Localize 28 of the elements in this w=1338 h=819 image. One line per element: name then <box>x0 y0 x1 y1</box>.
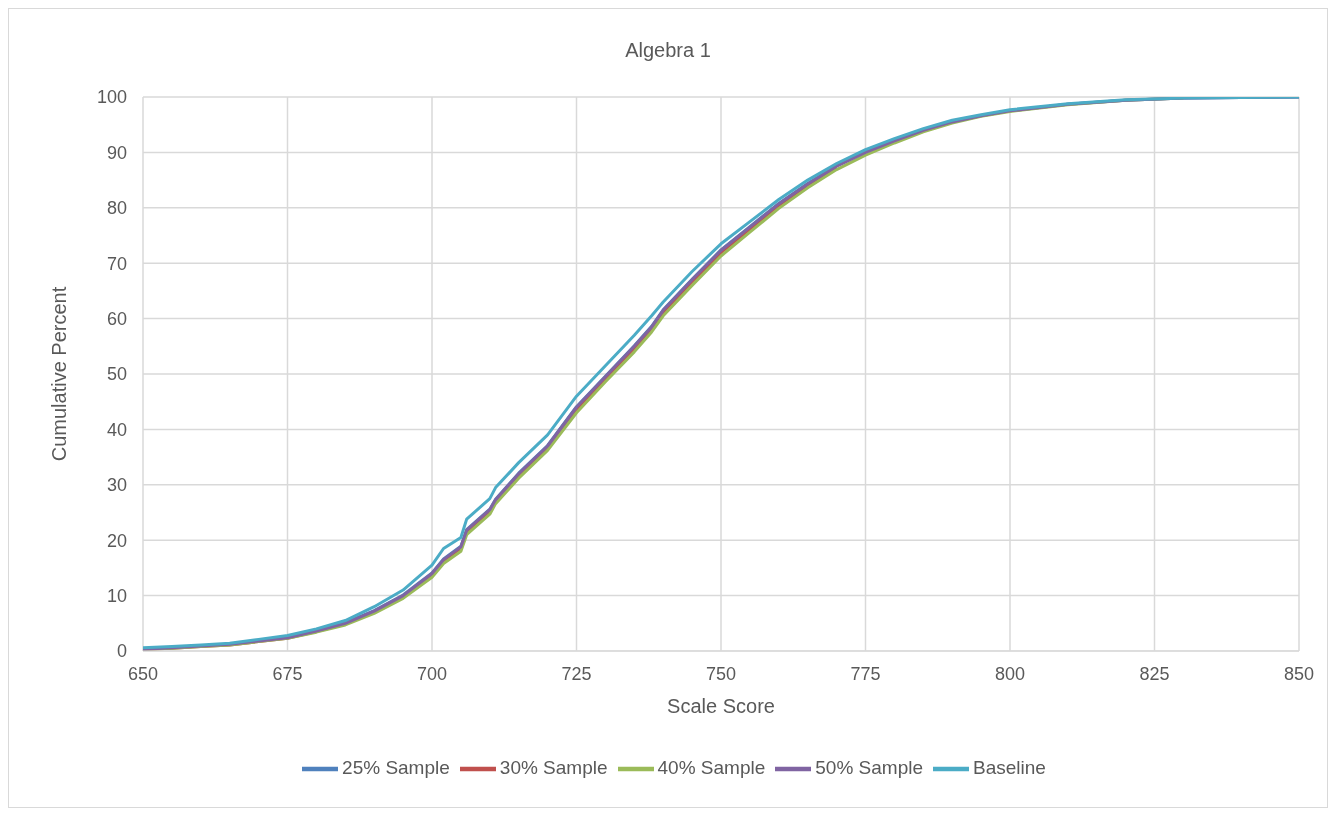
y-tick-label: 60 <box>106 308 127 329</box>
x-tick-label: 725 <box>561 663 592 684</box>
legend-label: 30% Sample <box>499 757 608 779</box>
legend-label: 40% Sample <box>657 757 766 779</box>
legend-label: Baseline <box>973 757 1046 779</box>
legend-label: 50% Sample <box>815 757 924 779</box>
y-tick-label: 90 <box>106 142 127 163</box>
y-tick-label: 100 <box>96 87 127 108</box>
y-tick-label: 10 <box>106 585 127 606</box>
x-tick-label: 650 <box>127 663 159 684</box>
y-tick-label: 0 <box>116 641 127 662</box>
x-tick-label: 675 <box>272 663 303 684</box>
y-tick-label: 80 <box>106 198 127 219</box>
y-tick-label: 20 <box>106 530 127 551</box>
y-axis-title: Cumulative Percent <box>48 286 71 462</box>
chart-title: Algebra 1 <box>624 39 712 62</box>
y-tick-label: 70 <box>106 253 127 274</box>
x-tick-label: 775 <box>850 663 881 684</box>
legend-label: 25% Sample <box>342 757 450 779</box>
y-tick-label: 50 <box>106 364 127 385</box>
y-tick-label: 40 <box>106 419 127 440</box>
x-tick-label: 825 <box>1139 663 1170 684</box>
x-tick-label: 850 <box>1283 663 1315 684</box>
x-tick-label: 700 <box>416 663 448 684</box>
x-axis-title: Scale Score <box>667 695 775 717</box>
y-tick-label: 30 <box>106 475 127 496</box>
x-tick-label: 750 <box>705 663 737 684</box>
x-tick-label: 800 <box>994 663 1026 684</box>
